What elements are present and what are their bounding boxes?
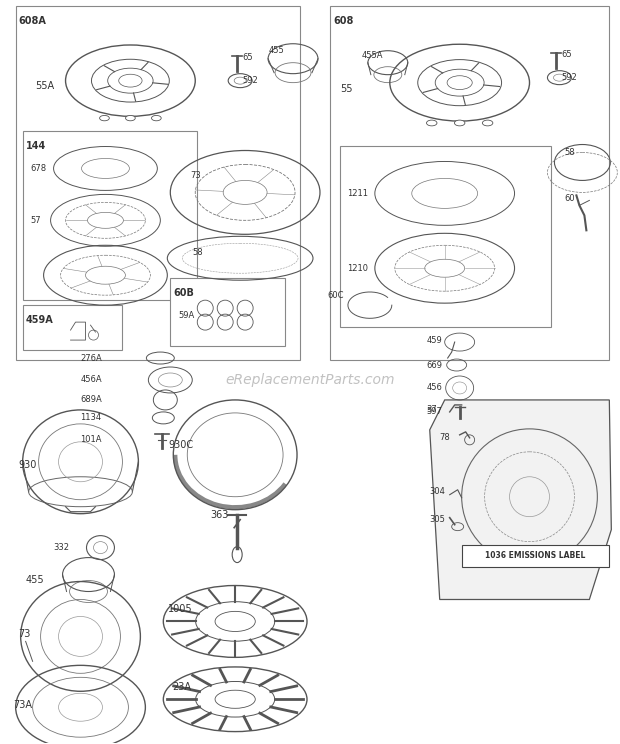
Text: 1036 EMISSIONS LABEL: 1036 EMISSIONS LABEL	[485, 551, 586, 560]
Text: 276A: 276A	[81, 353, 102, 362]
Text: 1211: 1211	[347, 189, 368, 198]
Polygon shape	[430, 400, 611, 600]
Ellipse shape	[454, 120, 465, 126]
Text: 59A: 59A	[179, 311, 195, 320]
Text: 101A: 101A	[81, 435, 102, 444]
Text: 58: 58	[192, 248, 203, 257]
Text: 23A: 23A	[172, 682, 192, 693]
Bar	[16, 6, 300, 360]
Text: 608A: 608A	[19, 16, 46, 26]
Text: 592: 592	[562, 73, 577, 82]
Text: 608: 608	[333, 16, 353, 26]
Text: 689A: 689A	[81, 396, 102, 405]
Text: 1134: 1134	[81, 414, 102, 423]
Text: 144: 144	[25, 141, 46, 150]
Text: 1005: 1005	[168, 604, 193, 615]
Text: 455: 455	[25, 574, 44, 585]
Bar	[23, 305, 122, 350]
Text: 304: 304	[430, 487, 446, 496]
Text: 455A: 455A	[362, 51, 383, 60]
Bar	[330, 6, 609, 360]
Text: 60C: 60C	[327, 291, 343, 300]
Text: eReplacementParts.com: eReplacementParts.com	[225, 373, 395, 387]
Text: 73: 73	[19, 629, 31, 639]
Text: 65: 65	[562, 50, 572, 60]
Ellipse shape	[151, 115, 161, 121]
Ellipse shape	[427, 120, 437, 126]
Text: 57: 57	[30, 216, 42, 225]
Text: 58: 58	[564, 148, 575, 157]
Text: 60: 60	[564, 194, 575, 203]
Text: 930C: 930C	[168, 440, 193, 450]
Text: 455: 455	[269, 46, 285, 55]
Text: 55A: 55A	[35, 80, 55, 91]
Text: 678: 678	[30, 164, 46, 173]
Text: 60B: 60B	[174, 288, 194, 298]
Text: 65: 65	[242, 54, 253, 62]
Ellipse shape	[125, 115, 135, 121]
Text: 459: 459	[427, 336, 443, 344]
Text: 456A: 456A	[81, 376, 102, 385]
Bar	[462, 545, 609, 567]
Text: 305: 305	[430, 515, 446, 525]
Text: 669: 669	[427, 361, 443, 370]
Text: 78: 78	[440, 433, 451, 443]
Text: 456: 456	[427, 383, 443, 393]
Ellipse shape	[482, 120, 493, 126]
Text: 597: 597	[427, 408, 443, 417]
Text: 1210: 1210	[347, 263, 368, 273]
Text: 37: 37	[427, 405, 438, 414]
Ellipse shape	[100, 115, 109, 121]
Bar	[23, 130, 197, 300]
Text: 930: 930	[19, 460, 37, 469]
Bar	[340, 146, 551, 327]
Text: 73A: 73A	[14, 700, 33, 711]
Text: 55: 55	[340, 83, 352, 94]
Text: 363: 363	[210, 510, 229, 519]
Text: 332: 332	[53, 543, 69, 552]
Text: 459A: 459A	[25, 315, 53, 325]
Text: 73: 73	[190, 171, 201, 180]
Bar	[170, 278, 285, 346]
Text: 592: 592	[242, 76, 258, 85]
